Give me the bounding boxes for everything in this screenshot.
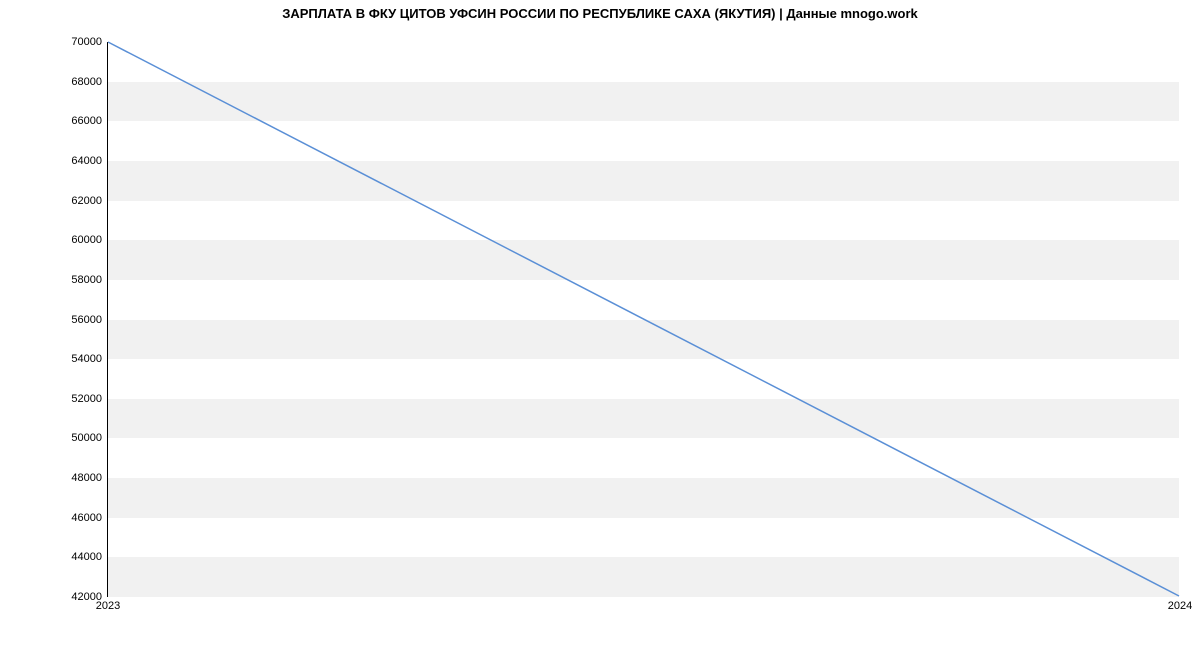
y-tick-label: 66000 xyxy=(71,115,108,127)
x-tick-label: 2024 xyxy=(1168,596,1192,612)
y-tick-label: 56000 xyxy=(71,314,108,326)
chart-title: ЗАРПЛАТА В ФКУ ЦИТОВ УФСИН РОССИИ ПО РЕС… xyxy=(0,6,1200,21)
line-series xyxy=(108,42,1179,596)
y-tick-label: 70000 xyxy=(71,36,108,48)
y-tick-label: 60000 xyxy=(71,234,108,246)
y-tick-label: 44000 xyxy=(71,551,108,563)
x-tick-label: 2023 xyxy=(96,596,120,612)
y-tick-label: 54000 xyxy=(71,353,108,365)
y-tick-label: 52000 xyxy=(71,393,108,405)
y-tick-label: 48000 xyxy=(71,472,108,484)
plot-area: 4200044000460004800050000520005400056000… xyxy=(107,42,1179,597)
data-line xyxy=(108,42,1179,596)
y-tick-label: 50000 xyxy=(71,432,108,444)
chart-container: ЗАРПЛАТА В ФКУ ЦИТОВ УФСИН РОССИИ ПО РЕС… xyxy=(0,0,1200,650)
y-tick-label: 64000 xyxy=(71,155,108,167)
y-tick-label: 62000 xyxy=(71,195,108,207)
y-tick-label: 68000 xyxy=(71,76,108,88)
y-tick-label: 58000 xyxy=(71,274,108,286)
y-tick-label: 46000 xyxy=(71,512,108,524)
